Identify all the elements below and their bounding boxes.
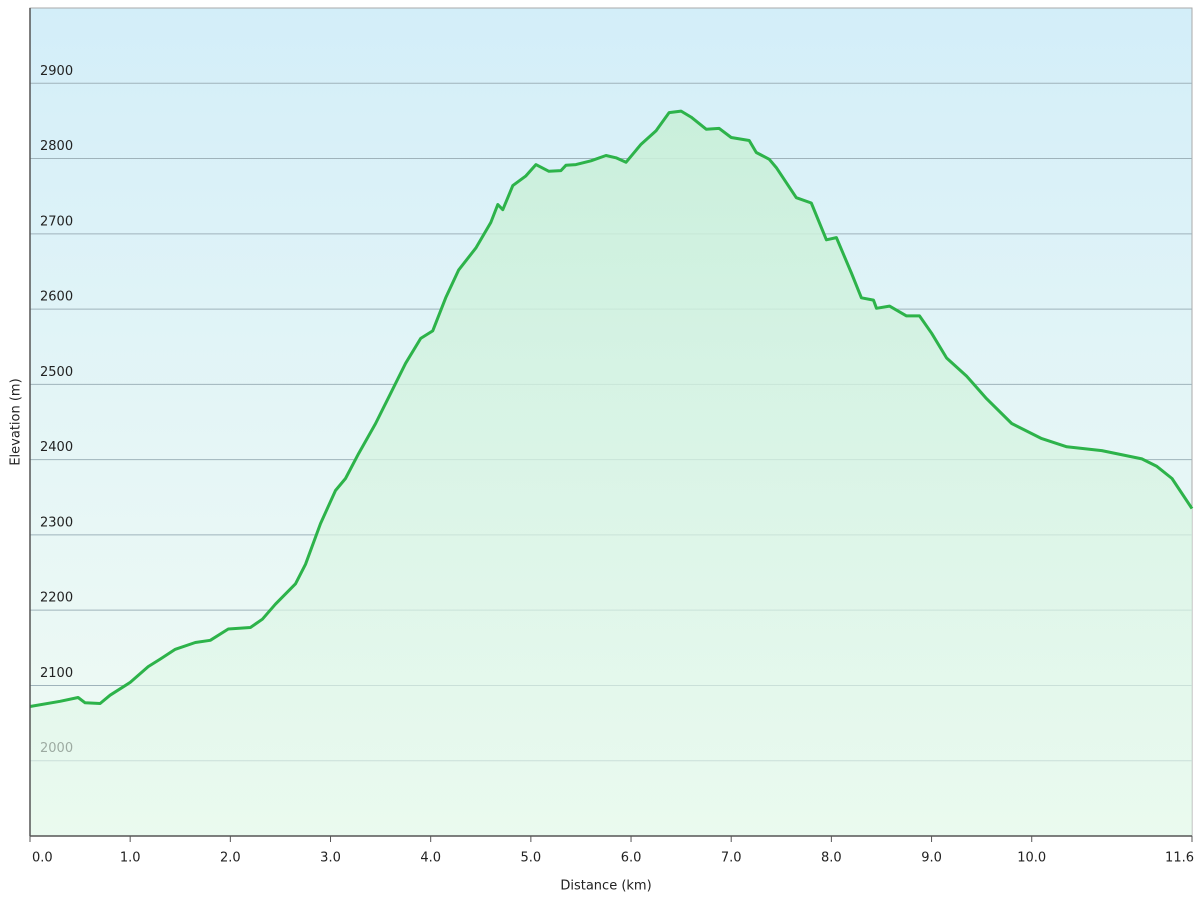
y-tick-label: 2500: [40, 365, 73, 380]
y-tick-label: 2100: [40, 666, 73, 681]
x-axis-label: Distance (km): [560, 879, 651, 894]
y-tick-label: 2200: [40, 591, 73, 606]
x-tick-label: 6.0: [621, 851, 642, 866]
y-tick-label: 2300: [40, 515, 73, 530]
x-tick-label: 5.0: [521, 851, 542, 866]
x-tick-label: 7.0: [721, 851, 742, 866]
x-tick-label: 2.0: [220, 851, 241, 866]
y-axis-label: Elevation (m): [9, 378, 24, 465]
x-tick-label: 9.0: [921, 851, 942, 866]
x-tick-label: 11.6: [1165, 851, 1194, 866]
x-tick-label: 3.0: [320, 851, 341, 866]
x-tick-label: 10.0: [1017, 851, 1046, 866]
x-tick-label: 1.0: [120, 851, 141, 866]
y-tick-label: 2700: [40, 214, 73, 229]
x-tick-label: 8.0: [821, 851, 842, 866]
y-tick-label: 2600: [40, 290, 73, 305]
x-tick-label: 0.0: [32, 851, 53, 866]
y-tick-label: 2900: [40, 64, 73, 79]
y-tick-label: 2400: [40, 440, 73, 455]
elevation-area: [30, 111, 1192, 837]
elevation-line: [29, 109, 1194, 708]
x-tick-label: 4.0: [420, 851, 441, 866]
y-tick-label: 2800: [40, 139, 73, 154]
